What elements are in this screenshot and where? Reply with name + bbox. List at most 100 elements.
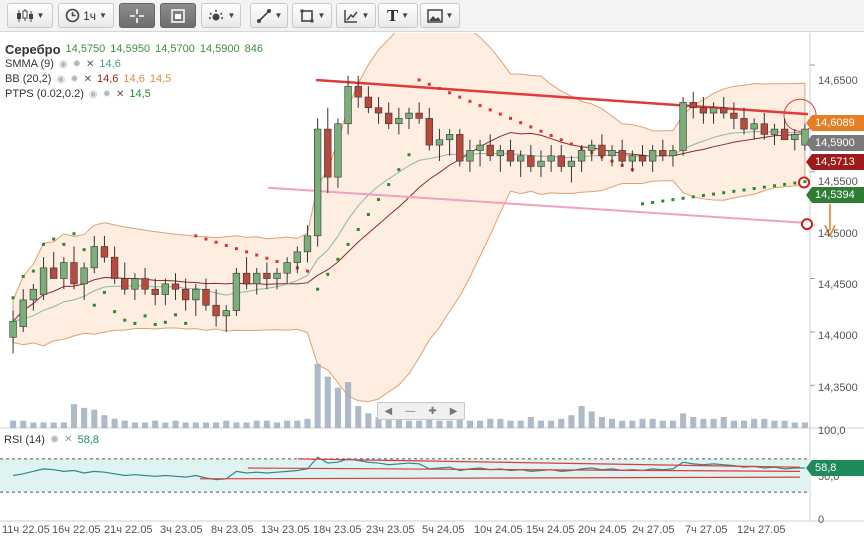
sar-dot <box>509 116 513 120</box>
draw-line-button[interactable]: ▼ <box>250 3 288 28</box>
zoom-in-icon[interactable]: ✚ <box>428 405 437 417</box>
open-value: 14,5750 <box>65 43 106 55</box>
candle-body <box>334 123 342 178</box>
candle-body <box>608 150 616 157</box>
sar-dot <box>245 250 249 254</box>
legend-ptps-row: PTPS (0.02,0.2) ◉ ✹ ✕ 14,5 <box>5 87 263 102</box>
volume-bar <box>629 420 636 428</box>
price-axis-label: 14,5000 <box>818 228 858 240</box>
volume-bar <box>436 420 443 428</box>
candle-body <box>385 112 393 125</box>
volume-bar <box>446 420 453 428</box>
sar-dot <box>772 184 776 188</box>
candle-body <box>537 160 545 167</box>
chart-area[interactable]: Серебро 14,5750 14,5950 14,5700 14,5900 … <box>0 33 864 542</box>
bb-mid-tag: 14,5713 <box>806 154 864 170</box>
close-icon[interactable]: ✕ <box>83 74 92 85</box>
volume-bar <box>304 418 311 428</box>
fibonacci-button[interactable]: ▼ <box>336 3 376 28</box>
chevron-down-icon: ▼ <box>401 11 410 20</box>
interval-button[interactable]: 1ч ▼ <box>58 3 114 28</box>
price-axis-label: 14,3500 <box>818 382 858 394</box>
volume-bar <box>669 420 676 428</box>
close-icon[interactable]: ✕ <box>64 434 73 445</box>
zoom-out-icon[interactable]: — <box>405 405 416 417</box>
sar-dot <box>762 185 766 189</box>
gear-icon[interactable]: ✹ <box>49 434 60 446</box>
zoom-box-icon <box>171 8 185 23</box>
zoom-box-button[interactable] <box>160 3 196 28</box>
eye-icon[interactable]: ◉ <box>88 89 98 100</box>
volume-bar <box>385 418 392 428</box>
candle-body <box>720 107 728 114</box>
volume-bar <box>314 363 321 428</box>
sar-dot <box>722 191 726 195</box>
sar-dot <box>21 274 25 278</box>
high-value: 14,5950 <box>110 43 151 55</box>
sar-dot <box>102 290 106 294</box>
candle-body <box>212 304 220 317</box>
bb-mid-value: 14,6 <box>123 73 145 85</box>
image-button[interactable]: ▼ <box>420 3 460 28</box>
sar-dot <box>803 180 807 184</box>
eye-icon[interactable]: ◉ <box>56 74 66 85</box>
rsi-legend: RSI (14) ✹ ✕ 58,8 <box>4 433 99 447</box>
scroll-left-icon[interactable]: ◀ <box>384 405 393 417</box>
chart-type-button[interactable]: ▼ <box>7 3 53 28</box>
volume-bar <box>365 413 372 428</box>
sar-dot <box>559 138 563 142</box>
chevron-down-icon: ▼ <box>317 11 326 20</box>
candle-body <box>222 310 230 317</box>
volume-bar <box>10 420 17 428</box>
scroll-controls[interactable]: ◀ — ✚ ▶ <box>377 402 465 420</box>
volume-bar <box>375 417 382 428</box>
chevron-down-icon: ▼ <box>274 11 283 20</box>
candle-body <box>588 144 596 151</box>
candle-body <box>70 262 78 285</box>
ptps-label: PTPS (0.02,0.2) <box>5 88 84 100</box>
candle-body <box>50 267 58 279</box>
volume-bar <box>243 422 250 428</box>
indicators-icon <box>208 9 223 20</box>
candle-body <box>131 278 139 290</box>
volume-bar <box>700 418 707 428</box>
text-tool-button[interactable]: T ▼ <box>378 3 418 28</box>
sar-dot <box>163 320 167 324</box>
ptps-tag: 14,5394 <box>806 187 864 203</box>
candle-body <box>263 272 271 279</box>
sar-dot <box>417 78 421 82</box>
chart-legend: Серебро 14,5750 14,5950 14,5700 14,5900 … <box>5 42 263 102</box>
crosshair-button[interactable] <box>119 3 155 28</box>
candle-body <box>506 150 515 162</box>
sar-dot <box>671 198 675 202</box>
close-icon[interactable]: ✕ <box>86 59 95 70</box>
sar-dot <box>387 183 391 187</box>
time-axis-label: 23ч 23.05 <box>366 524 415 536</box>
volume-bar <box>517 420 524 428</box>
candle-body <box>598 144 606 157</box>
gear-icon[interactable]: ✹ <box>70 74 79 85</box>
candle-body <box>496 150 505 157</box>
price-chart[interactable] <box>0 33 864 542</box>
volume-bar <box>50 422 57 428</box>
close-icon[interactable]: ✕ <box>116 89 125 100</box>
smma-label: SMMA (9) <box>5 58 54 70</box>
sar-dot <box>184 321 188 325</box>
candle-body <box>638 155 647 162</box>
sar-dot <box>651 200 655 204</box>
chevron-down-icon: ▼ <box>227 11 236 20</box>
support-trend-line <box>267 186 809 225</box>
volume-bar <box>223 420 230 428</box>
volume-bar <box>91 409 98 428</box>
eye-icon[interactable]: ◉ <box>58 59 68 70</box>
sar-dot <box>305 269 309 273</box>
sar-dot <box>113 310 117 314</box>
clock-icon <box>65 8 80 23</box>
sar-dot <box>732 189 736 193</box>
indicators-button[interactable]: ▼ <box>201 3 241 28</box>
scroll-right-icon[interactable]: ▶ <box>449 405 458 417</box>
gear-icon[interactable]: ✹ <box>102 89 111 100</box>
sar-dot <box>397 168 401 172</box>
gear-icon[interactable]: ✹ <box>72 59 82 70</box>
shapes-button[interactable]: ▼ <box>292 3 332 28</box>
